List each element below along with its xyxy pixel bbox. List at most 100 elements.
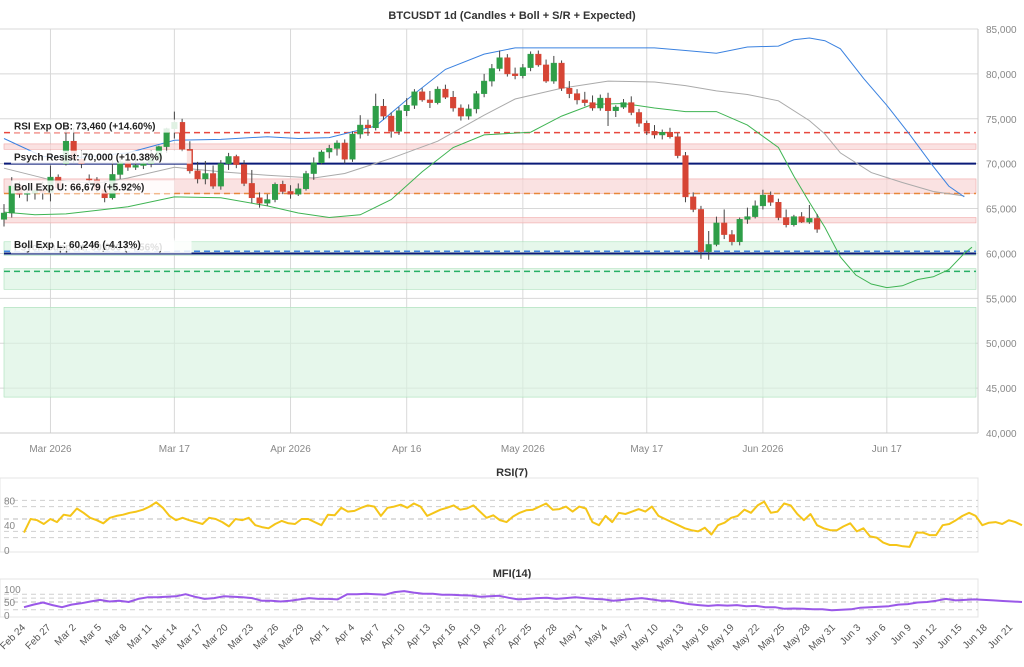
candle-down <box>388 115 395 132</box>
candle-up <box>481 80 488 94</box>
candle-up <box>411 91 418 106</box>
level-annotation: Boll Exp U: 66,679 (+5.92%) <box>11 180 175 194</box>
date-tick-label: May 17 <box>630 444 663 455</box>
candle-up <box>465 108 472 117</box>
level-annotation: RSI Exp OB: 73,460 (+14.60%) <box>11 119 180 133</box>
candle-down <box>643 123 650 132</box>
candle-up <box>713 222 720 245</box>
candle-down <box>581 99 588 103</box>
bottom-date-label: May 25 <box>756 622 787 653</box>
bottom-date-label: May 13 <box>655 622 686 653</box>
bottom-date-label: Mar 26 <box>251 622 281 652</box>
candle-down <box>86 178 93 181</box>
bottom-date-label: Apr 25 <box>506 622 535 651</box>
candle-up <box>326 148 333 153</box>
candle-up <box>705 244 712 252</box>
rsi-panel-title: RSI(7) <box>496 467 528 479</box>
candle-up <box>744 216 751 220</box>
bottom-date-label: Mar 29 <box>277 622 307 652</box>
level-annotation: Boll Exp L: 60,246 (-4.13%) <box>11 238 175 252</box>
candle-down <box>233 156 240 165</box>
candle-up <box>264 199 271 204</box>
candle-down <box>589 102 596 109</box>
date-tick-label: Jun 17 <box>872 444 902 455</box>
candle-down <box>364 124 372 129</box>
candle-down <box>697 209 704 252</box>
candle-up <box>395 110 402 132</box>
price-tick-label: 60,000 <box>986 249 1017 260</box>
price-tick-label: 55,000 <box>986 294 1017 305</box>
candle-up <box>349 133 356 160</box>
date-tick-label: Mar 17 <box>159 444 191 455</box>
rsi-tick-label: 40 <box>4 521 16 532</box>
candle-down <box>574 93 581 101</box>
candle-up <box>759 194 766 207</box>
bottom-date-label: Mar 14 <box>150 622 180 652</box>
bottom-date-label: May 22 <box>731 622 762 653</box>
candle-up <box>272 184 279 200</box>
candle-down <box>450 96 457 109</box>
bottom-date-label: Jun 12 <box>910 622 939 651</box>
candle-down <box>635 112 643 124</box>
candle-down <box>721 222 728 235</box>
mfi-tick-label: 50 <box>4 598 16 609</box>
bottom-date-label: Mar 11 <box>125 622 155 652</box>
candle-down <box>674 136 681 156</box>
candle-up <box>302 173 310 190</box>
candle-down <box>690 196 697 210</box>
candle-down <box>380 105 387 117</box>
price-tick-label: 65,000 <box>986 205 1017 216</box>
candle-down <box>628 102 635 113</box>
resistance-zone <box>3 143 977 150</box>
bottom-date-label: May 28 <box>782 622 813 653</box>
annotation-background <box>11 119 180 133</box>
candle-up <box>403 105 410 111</box>
candle-down <box>457 107 464 117</box>
bottom-date-label: May 10 <box>630 622 661 653</box>
candle-up <box>597 97 604 109</box>
candle-up <box>488 68 495 82</box>
bottom-date-label: Jun 15 <box>935 622 964 651</box>
bottom-date-label: Feb 24 <box>0 622 28 652</box>
bottom-date-label: Apr 4 <box>332 622 357 647</box>
candle-down <box>504 57 511 75</box>
level-annotation: Psych Resist: 70,000 (+10.38%) <box>11 150 192 164</box>
candle-up <box>225 156 232 164</box>
candle-up <box>612 106 619 111</box>
bottom-date-label: Apr 19 <box>455 622 484 651</box>
candle-up <box>659 131 666 136</box>
candle-down <box>426 99 433 103</box>
date-tick-label: May 2026 <box>501 444 545 455</box>
bottom-date-label: May 1 <box>558 622 585 649</box>
candle-up <box>295 188 302 195</box>
bottom-date-label: Mar 17 <box>176 622 206 652</box>
bottom-date-label: Apr 28 <box>531 622 560 651</box>
candle-down <box>341 142 348 160</box>
candle-down <box>194 170 201 180</box>
bottom-date-label: Mar 23 <box>226 622 256 652</box>
candle-up <box>117 161 124 175</box>
candle-down <box>179 122 186 150</box>
candle-down <box>279 184 286 192</box>
candle-up <box>333 142 341 149</box>
candle-up <box>736 219 743 243</box>
candle-down <box>442 88 449 98</box>
annotation-background <box>11 238 175 252</box>
candle-up <box>202 173 209 180</box>
candle-up <box>318 151 325 164</box>
candle-down <box>604 97 612 111</box>
resistance-zone <box>3 217 977 224</box>
candle-down <box>775 202 782 218</box>
price-tick-label: 85,000 <box>986 25 1017 36</box>
candle-down <box>287 191 294 195</box>
candle-up <box>519 67 526 76</box>
candle-up <box>806 218 813 223</box>
mfi-line <box>23 590 1023 612</box>
candle-down <box>512 73 519 76</box>
candle-down <box>814 218 821 230</box>
support-zone <box>3 307 977 398</box>
bottom-date-label: Jun 3 <box>838 622 863 647</box>
candle-up <box>790 216 797 225</box>
